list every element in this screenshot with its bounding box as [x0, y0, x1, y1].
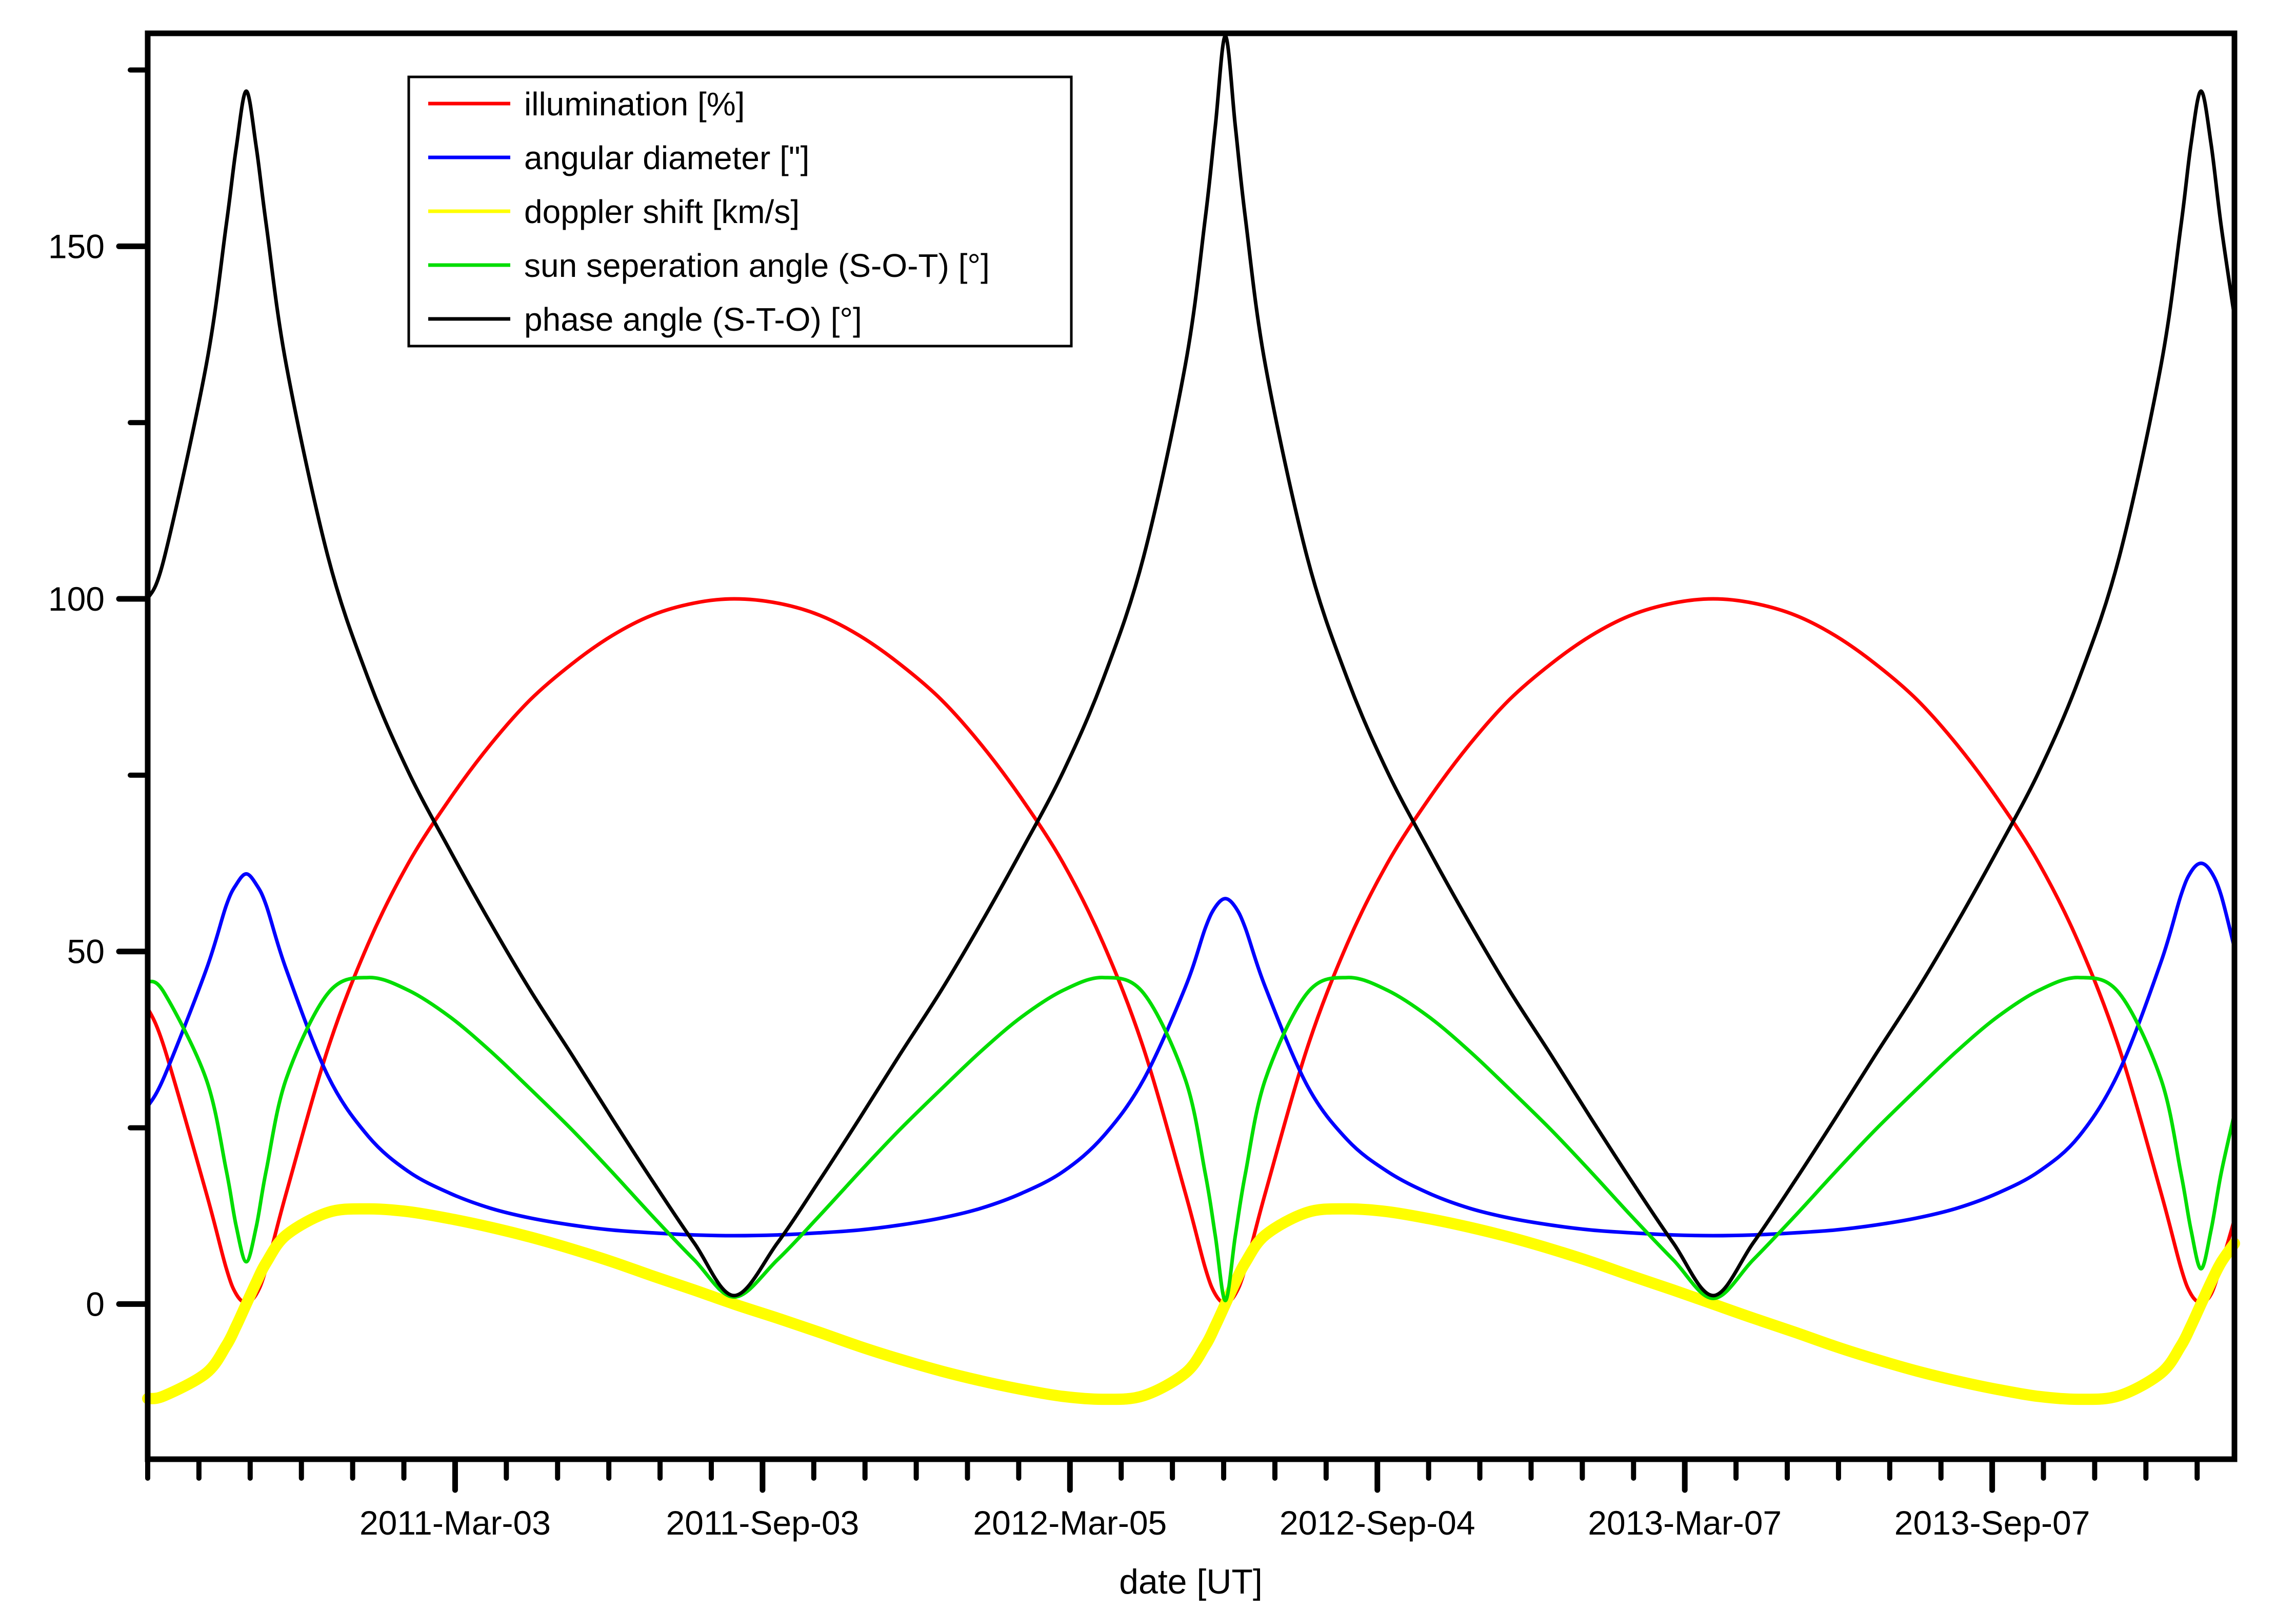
axis-tick-labels: 2011-Mar-03 2011-Sep-03 2012-Mar-05 2012-Se… [48, 227, 2090, 1542]
series-curve-2 [142, 1203, 2240, 1405]
legend: illumination [%] angular diameter ["] do… [407, 75, 1073, 348]
plot-frame [145, 30, 2238, 1462]
series-curve-1 [146, 861, 2237, 1238]
y-tick-label: 100 [48, 580, 105, 618]
legend-item-illumination: illumination [%] [428, 86, 745, 123]
y-tick-label: 0 [86, 1285, 105, 1323]
axis-ticks [116, 67, 2200, 1493]
legend-label-phase-angle: phase angle (S-T-O) [°] [524, 301, 862, 338]
legend-box [407, 75, 1073, 348]
legend-item-sun-separation-angle: sun seperation angle (S-O-T) [°] [428, 247, 990, 284]
x-tick-label: 2011-Sep-03 [666, 1504, 860, 1542]
legend-label-doppler-shift: doppler shift [km/s] [524, 193, 800, 230]
legend-label-sun-separation-angle: sun seperation angle (S-O-T) [°] [524, 247, 990, 284]
series-lines [142, 34, 2240, 1405]
x-axis-title: date [UT] [1119, 1562, 1263, 1601]
legend-label-angular-diameter: angular diameter ["] [524, 139, 809, 176]
series-curve-3 [146, 976, 2237, 1302]
legend-item-doppler-shift: doppler shift [km/s] [428, 193, 800, 230]
x-tick-label: 2013-Mar-07 [1588, 1504, 1782, 1542]
x-tick-label: 2011-Mar-03 [360, 1504, 551, 1542]
x-tick-label: 2012-Mar-05 [973, 1504, 1167, 1542]
x-tick-label: 2012-Sep-04 [1280, 1504, 1475, 1542]
legend-item-angular-diameter: angular diameter ["] [428, 139, 809, 176]
y-tick-label: 150 [48, 227, 105, 265]
legend-item-phase-angle: phase angle (S-T-O) [°] [428, 301, 862, 338]
legend-label-illumination: illumination [%] [524, 86, 745, 123]
series-curve-4 [146, 34, 2237, 1298]
x-tick-label: 2013-Sep-07 [1894, 1504, 2090, 1542]
series-curve-0 [146, 597, 2237, 1305]
y-tick-label: 50 [67, 933, 105, 971]
